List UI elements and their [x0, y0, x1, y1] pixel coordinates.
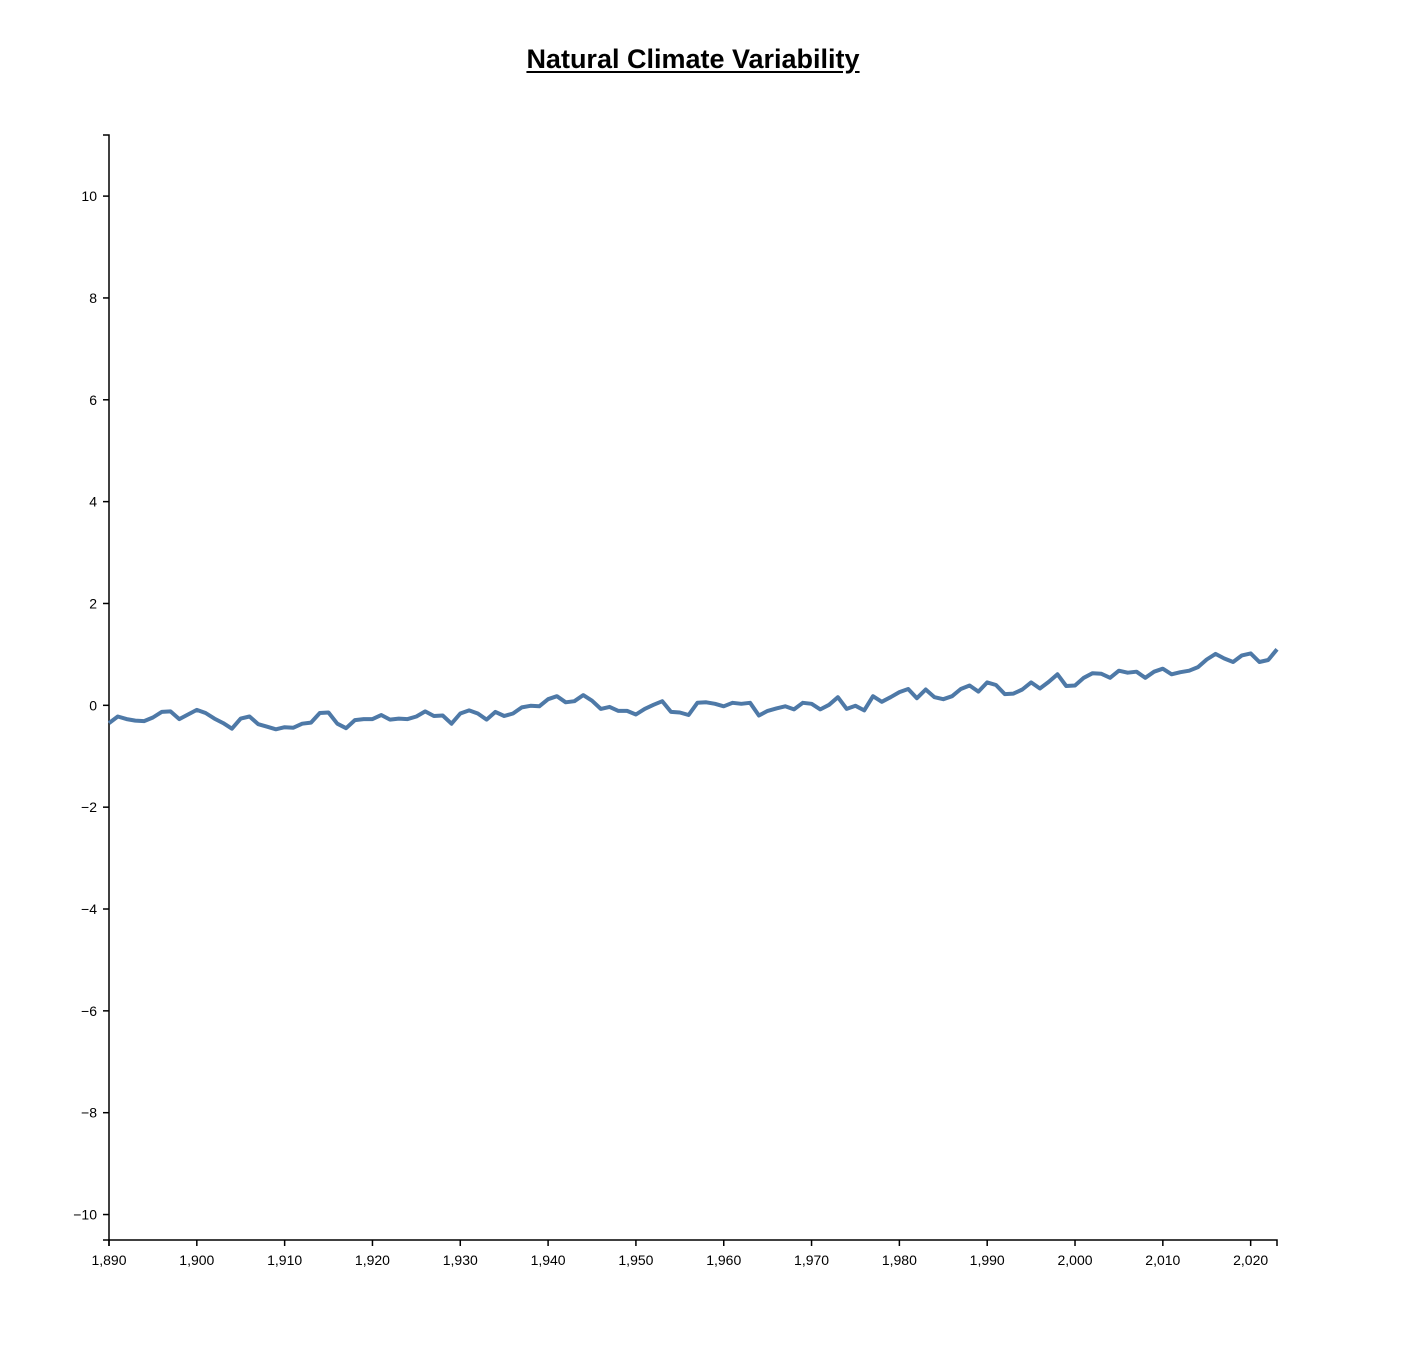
- x-tick-label: 1,910: [267, 1252, 302, 1268]
- series-line: [107, 648, 1279, 732]
- x-tick-label: 1,930: [443, 1252, 478, 1268]
- y-tick-label: −4: [81, 901, 97, 917]
- chart-title: Natural Climate Variability: [526, 44, 860, 74]
- y-tick-label: −6: [81, 1003, 97, 1019]
- x-tick-label: 1,960: [706, 1252, 741, 1268]
- y-tick-label: 2: [89, 595, 97, 611]
- x-tick-label: 1,890: [91, 1252, 126, 1268]
- y-axis-line: [103, 134, 110, 1241]
- x-tick-label: 2,010: [1145, 1252, 1180, 1268]
- y-tick-label: 6: [89, 392, 97, 408]
- y-tick-label: 10: [81, 188, 97, 204]
- x-axis: 1,890 1,900 1,910 1,920 1,930 1,940 1,950 1,960…: [91, 1239, 1278, 1268]
- x-tick-label: 1,970: [794, 1252, 829, 1268]
- y-tick-label: −8: [81, 1105, 97, 1121]
- y-tick-label: −10: [73, 1207, 97, 1223]
- x-tick-label: 2,000: [1057, 1252, 1092, 1268]
- x-tick-label: 1,980: [882, 1252, 917, 1268]
- y-tick-label: 8: [89, 290, 97, 306]
- plot-area: [107, 648, 1279, 732]
- x-tick-label: 1,940: [531, 1252, 566, 1268]
- x-tick-label: 1,990: [970, 1252, 1005, 1268]
- y-tick-label: −2: [81, 799, 97, 815]
- x-tick-label: 1,950: [618, 1252, 653, 1268]
- y-tick-label: 0: [89, 697, 97, 713]
- y-axis: −10 −8 −6 −4 −2 0 2 4 6 8 10: [73, 134, 110, 1241]
- x-tick-label: 2,020: [1233, 1252, 1268, 1268]
- x-tick-label: 1,920: [355, 1252, 390, 1268]
- y-tick-label: 4: [89, 494, 97, 510]
- x-tick-label: 1,900: [179, 1252, 214, 1268]
